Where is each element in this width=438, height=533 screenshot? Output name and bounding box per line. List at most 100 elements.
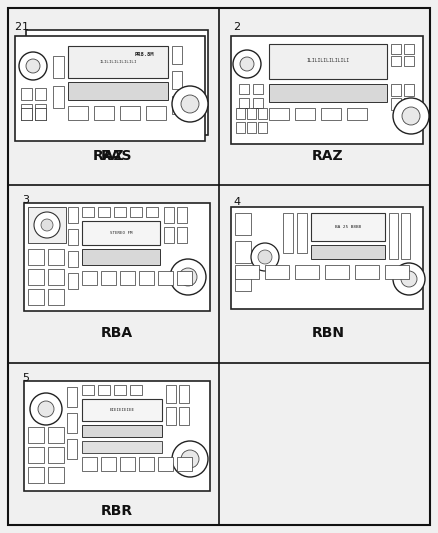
Bar (21, 108, 32, 120)
Bar (176, 96, 187, 116)
Bar (82, 207, 94, 217)
Bar (283, 213, 293, 253)
Circle shape (179, 268, 197, 286)
Bar (68, 273, 78, 289)
Text: 3: 3 (22, 195, 29, 205)
Circle shape (181, 95, 199, 113)
Bar (404, 98, 414, 110)
Bar (53, 86, 64, 108)
Bar (391, 56, 401, 66)
Bar (177, 227, 187, 243)
Text: 2: 2 (14, 22, 21, 32)
Text: EIEIEIEIEE: EIEIEIEIEE (110, 408, 134, 412)
Circle shape (42, 92, 54, 104)
Circle shape (240, 57, 254, 71)
Bar (295, 108, 315, 120)
Text: 1: 1 (22, 22, 29, 32)
Bar (176, 68, 187, 88)
Bar (82, 457, 97, 471)
Bar (236, 108, 245, 119)
Bar (82, 221, 160, 245)
Circle shape (40, 54, 56, 70)
Bar (82, 385, 94, 395)
Circle shape (41, 219, 53, 231)
Bar (35, 104, 46, 116)
Text: RBA: RBA (101, 326, 133, 340)
Bar (235, 241, 251, 263)
Text: RBR: RBR (101, 504, 133, 518)
Bar (269, 44, 387, 79)
Bar (166, 385, 176, 403)
Bar (239, 98, 249, 108)
Bar (120, 457, 135, 471)
Bar (86, 82, 98, 98)
Bar (239, 84, 249, 94)
Bar (269, 108, 289, 120)
Text: 5: 5 (22, 373, 29, 383)
Bar (172, 96, 182, 114)
Bar (253, 84, 263, 94)
Circle shape (401, 271, 417, 287)
Circle shape (34, 212, 60, 238)
Bar (35, 108, 46, 120)
Text: BA 25 B8B8: BA 25 B8B8 (335, 225, 361, 229)
Circle shape (170, 259, 206, 295)
Bar (101, 271, 116, 285)
Bar (355, 265, 379, 279)
Bar (235, 269, 251, 291)
Bar (130, 207, 142, 217)
Bar (48, 447, 64, 463)
Bar (28, 467, 44, 483)
Bar (21, 104, 32, 116)
Circle shape (393, 263, 425, 295)
Bar (139, 457, 154, 471)
Circle shape (36, 86, 60, 110)
Circle shape (233, 50, 261, 78)
Bar (258, 122, 267, 133)
Bar (130, 385, 142, 395)
Bar (164, 227, 174, 243)
Bar (21, 88, 32, 100)
Bar (385, 265, 409, 279)
Bar (391, 44, 401, 54)
Bar (231, 36, 423, 144)
Bar (28, 249, 44, 265)
Bar (297, 213, 307, 253)
Circle shape (172, 441, 208, 477)
Bar (24, 381, 210, 491)
Circle shape (30, 393, 62, 425)
Bar (391, 98, 401, 110)
Bar (389, 213, 398, 259)
Bar (404, 44, 414, 54)
Bar (66, 84, 80, 100)
Bar (120, 271, 135, 285)
Bar (26, 30, 208, 135)
Bar (177, 207, 187, 223)
Bar (48, 289, 64, 305)
Bar (66, 61, 80, 77)
Bar (347, 108, 367, 120)
Circle shape (32, 46, 64, 78)
Bar (68, 207, 78, 223)
Bar (48, 269, 64, 285)
Circle shape (172, 86, 208, 122)
Bar (404, 56, 414, 66)
Bar (66, 107, 80, 123)
Bar (68, 106, 88, 120)
Bar (28, 427, 44, 443)
Bar (247, 122, 256, 133)
Bar (68, 251, 78, 267)
Circle shape (181, 450, 199, 468)
Bar (82, 249, 160, 265)
Circle shape (251, 243, 279, 271)
Circle shape (258, 250, 272, 264)
Bar (164, 207, 174, 223)
Bar (35, 108, 46, 120)
Text: STEREO FM: STEREO FM (110, 231, 132, 235)
Bar (102, 60, 114, 76)
Text: RBN: RBN (311, 326, 345, 340)
Bar (231, 207, 423, 309)
Bar (139, 271, 154, 285)
Bar (68, 46, 168, 78)
Text: RAZ: RAZ (312, 149, 344, 163)
